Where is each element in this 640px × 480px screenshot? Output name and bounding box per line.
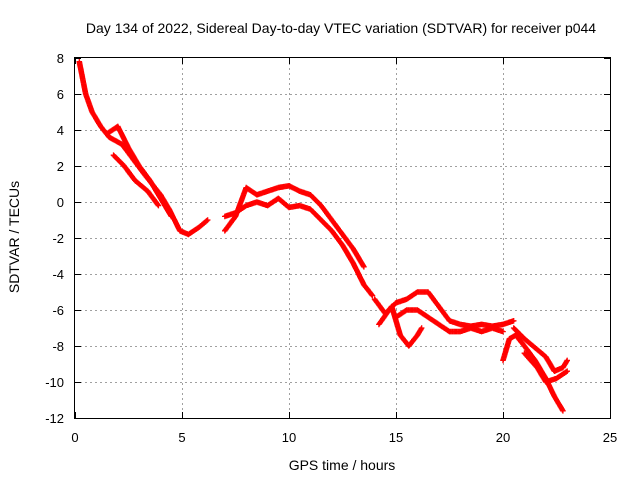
series-mid-band-b (393, 307, 506, 335)
data-point (368, 291, 375, 298)
series-upper-arc (222, 183, 367, 270)
data-point (168, 213, 175, 220)
data-point (418, 325, 425, 331)
y-tick-label: 2 (57, 159, 64, 174)
x-tick-label: 0 (71, 430, 78, 445)
plot-frame (74, 57, 611, 419)
series-tail-b (510, 325, 570, 374)
series-main-trace (76, 58, 211, 238)
x-tick-label: 15 (389, 430, 403, 445)
y-tick-label: -2 (52, 231, 64, 246)
y-tick-label: 4 (57, 123, 64, 138)
y-tick-labels: 8 6 4 2 0 -2 -4 -6 -8 -10 -12 (45, 51, 64, 426)
series-branch-a (104, 123, 175, 220)
x-axis-label: GPS time / hours (289, 457, 396, 473)
x-tick-label: 25 (603, 430, 617, 445)
x-tick-label: 10 (282, 430, 296, 445)
y-tick-label: -8 (52, 339, 64, 354)
y-tick-label: 0 (57, 195, 64, 210)
x-tick-labels: 0 5 10 15 20 25 (71, 430, 617, 445)
data-point (361, 264, 367, 270)
axis-ticks (75, 58, 611, 419)
data-point (564, 357, 570, 364)
series-branch-b (110, 152, 162, 209)
y-tick-label: -12 (45, 411, 64, 426)
y-tick-label: -4 (52, 267, 64, 282)
y-tick-label: 6 (57, 87, 64, 102)
data-point (510, 318, 517, 324)
x-tick-label: 5 (178, 430, 185, 445)
data-point (154, 201, 161, 208)
data-point (204, 217, 211, 223)
data-point (155, 202, 162, 209)
data-point (204, 217, 210, 224)
grid-lines (75, 58, 610, 418)
y-tick-label: 8 (57, 51, 64, 66)
y-axis-label: SDTVAR / TECUs (6, 181, 22, 293)
series-tail-c (521, 350, 570, 385)
data-point (500, 328, 506, 335)
data-point (369, 292, 376, 299)
x-tick-label: 20 (496, 430, 510, 445)
y-tick-label: -10 (45, 375, 64, 390)
y-tick-label: -6 (52, 303, 64, 318)
series-lower-arc (222, 195, 376, 299)
series-mid-branch-c (376, 303, 425, 349)
data-point (560, 408, 566, 414)
data-point (564, 368, 570, 374)
chart-title: Day 134 of 2022, Sidereal Day-to-day VTE… (86, 20, 596, 36)
data-points (76, 58, 570, 414)
data-point (563, 369, 569, 375)
